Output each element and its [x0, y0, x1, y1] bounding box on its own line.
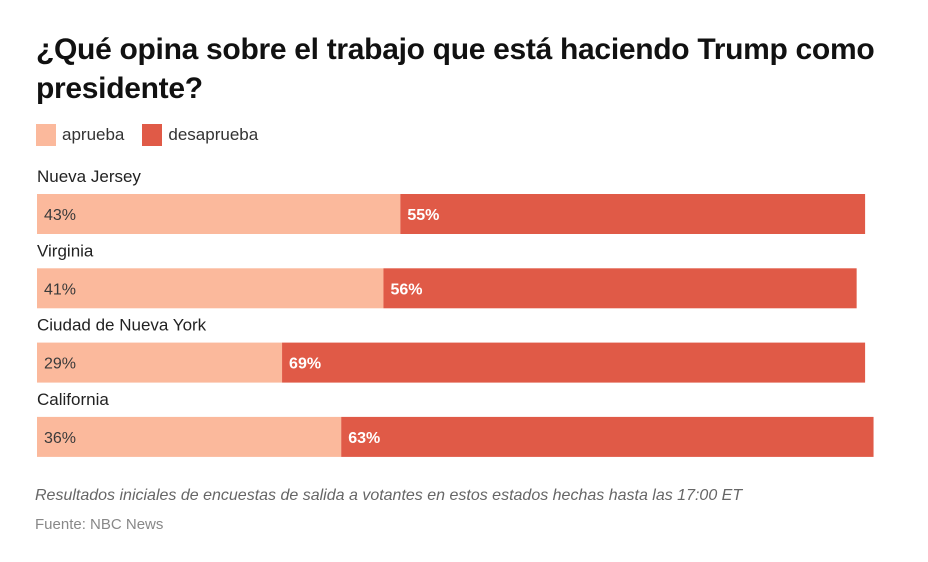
- bar-desaprueba: [400, 194, 866, 234]
- chart-source: Fuente: NBC News: [35, 516, 164, 533]
- bar-chart: Nueva Jersey 43% 55% Virginia 41% 56% Ciudad d…: [37, 167, 874, 457]
- bar-aprueba: [37, 416, 342, 457]
- legend-swatch-aprueba: [36, 124, 56, 146]
- chart-title: ¿Qué opina sobre el trabajo que está hac…: [36, 33, 875, 105]
- legend-item-desaprueba: desaprueba: [142, 124, 258, 146]
- data-label-desaprueba: 69%: [289, 356, 321, 373]
- legend-item-aprueba: aprueba: [36, 124, 124, 146]
- bar-aprueba: [37, 194, 401, 234]
- category-label: California: [37, 390, 109, 409]
- data-label-aprueba: 43%: [44, 207, 76, 224]
- bar-desaprueba: [341, 416, 874, 457]
- data-label-desaprueba: 63%: [348, 430, 380, 447]
- legend-label-desaprueba: desaprueba: [168, 125, 259, 144]
- data-label-desaprueba: 55%: [407, 207, 439, 224]
- bar-aprueba: [37, 342, 283, 383]
- data-label-aprueba: 29%: [44, 356, 76, 373]
- data-label-desaprueba: 56%: [390, 281, 422, 298]
- legend: aprueba desaprueba: [36, 124, 276, 146]
- category-label: Virginia: [37, 241, 94, 260]
- bar-desaprueba: [383, 268, 857, 309]
- data-label-aprueba: 41%: [44, 281, 76, 298]
- data-label-aprueba: 36%: [44, 430, 76, 447]
- legend-label-aprueba: aprueba: [62, 125, 125, 144]
- bar-desaprueba: [282, 342, 866, 383]
- category-label: Ciudad de Nueva York: [37, 316, 207, 335]
- legend-swatch-desaprueba: [142, 124, 163, 146]
- chart-note: Resultados iniciales de encuestas de sal…: [35, 487, 743, 504]
- category-label: Nueva Jersey: [37, 167, 141, 186]
- bar-aprueba: [37, 268, 384, 309]
